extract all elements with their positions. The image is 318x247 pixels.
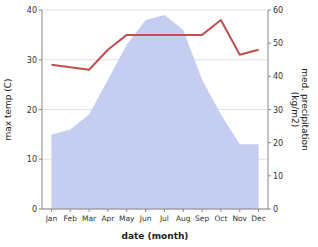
y2-tick-label: 60 xyxy=(273,6,283,15)
y-axis-label: max temp (C) xyxy=(3,78,13,140)
x-tick xyxy=(183,209,184,212)
x-tick xyxy=(51,209,52,212)
chart: 0 10 20 30 40 0 10 20 30 40 50 60 Jan Feb Mar Apr May Jun… xyxy=(0,0,318,247)
y2-tick xyxy=(268,109,271,110)
x-tick xyxy=(89,209,90,212)
grid-line xyxy=(42,10,268,11)
precipitation-area xyxy=(51,15,258,209)
x-tick xyxy=(239,209,240,212)
x-tick-label: Sep xyxy=(195,214,209,223)
x-axis-label: date (month) xyxy=(122,231,189,241)
temperature-line xyxy=(51,20,258,70)
y2-tick xyxy=(268,10,271,11)
x-tick xyxy=(126,209,127,212)
x-tick-label: Jul xyxy=(159,214,169,223)
y-tick-label: 10 xyxy=(27,155,37,164)
x-axis xyxy=(42,209,268,210)
x-tick xyxy=(107,209,108,212)
x-tick xyxy=(70,209,71,212)
y2-tick-label: 10 xyxy=(273,172,283,181)
y-tick xyxy=(39,10,42,11)
x-tick-label: Oct xyxy=(214,214,227,223)
grid-line xyxy=(42,209,268,210)
y-tick xyxy=(39,209,42,210)
y-tick-label: 20 xyxy=(27,106,37,115)
y2-tick-label: 20 xyxy=(273,139,283,148)
x-tick-label: Aug xyxy=(176,214,191,223)
x-tick-label: Nov xyxy=(232,214,247,223)
x-tick-label: Mar xyxy=(82,214,97,223)
x-tick xyxy=(258,209,259,212)
y2-tick-label: 50 xyxy=(273,39,283,48)
x-tick xyxy=(145,209,146,212)
y-tick-label: 0 xyxy=(32,205,37,214)
y2-tick xyxy=(268,142,271,143)
y2-tick-label: 30 xyxy=(273,106,283,115)
y2-tick xyxy=(268,76,271,77)
x-tick-label: Jan xyxy=(45,214,58,223)
y-tick-label: 40 xyxy=(27,6,37,15)
x-tick xyxy=(164,209,165,212)
y2-tick-label: 40 xyxy=(273,72,283,81)
plot-area xyxy=(51,15,258,209)
x-tick-label: May xyxy=(119,214,135,223)
y-tick xyxy=(39,159,42,160)
y2-axis-label: med. precipitation(kg/m2) xyxy=(290,68,310,150)
y2-axis-label-line: med. precipitation xyxy=(300,68,310,150)
y2-tick xyxy=(268,209,271,210)
y-tick xyxy=(39,59,42,60)
x-tick xyxy=(220,209,221,212)
y2-axis-label-line: (kg/m2) xyxy=(290,92,300,127)
y2-tick xyxy=(268,43,271,44)
x-tick-label: Dec xyxy=(251,214,266,223)
y-tick-label: 30 xyxy=(27,56,37,65)
y-tick xyxy=(39,109,42,110)
y2-tick xyxy=(268,175,271,176)
x-tick xyxy=(202,209,203,212)
x-tick-label: Apr xyxy=(101,214,115,223)
y2-tick-label: 0 xyxy=(273,205,278,214)
x-tick-label: Feb xyxy=(64,214,78,223)
x-tick-label: Jun xyxy=(139,214,152,223)
